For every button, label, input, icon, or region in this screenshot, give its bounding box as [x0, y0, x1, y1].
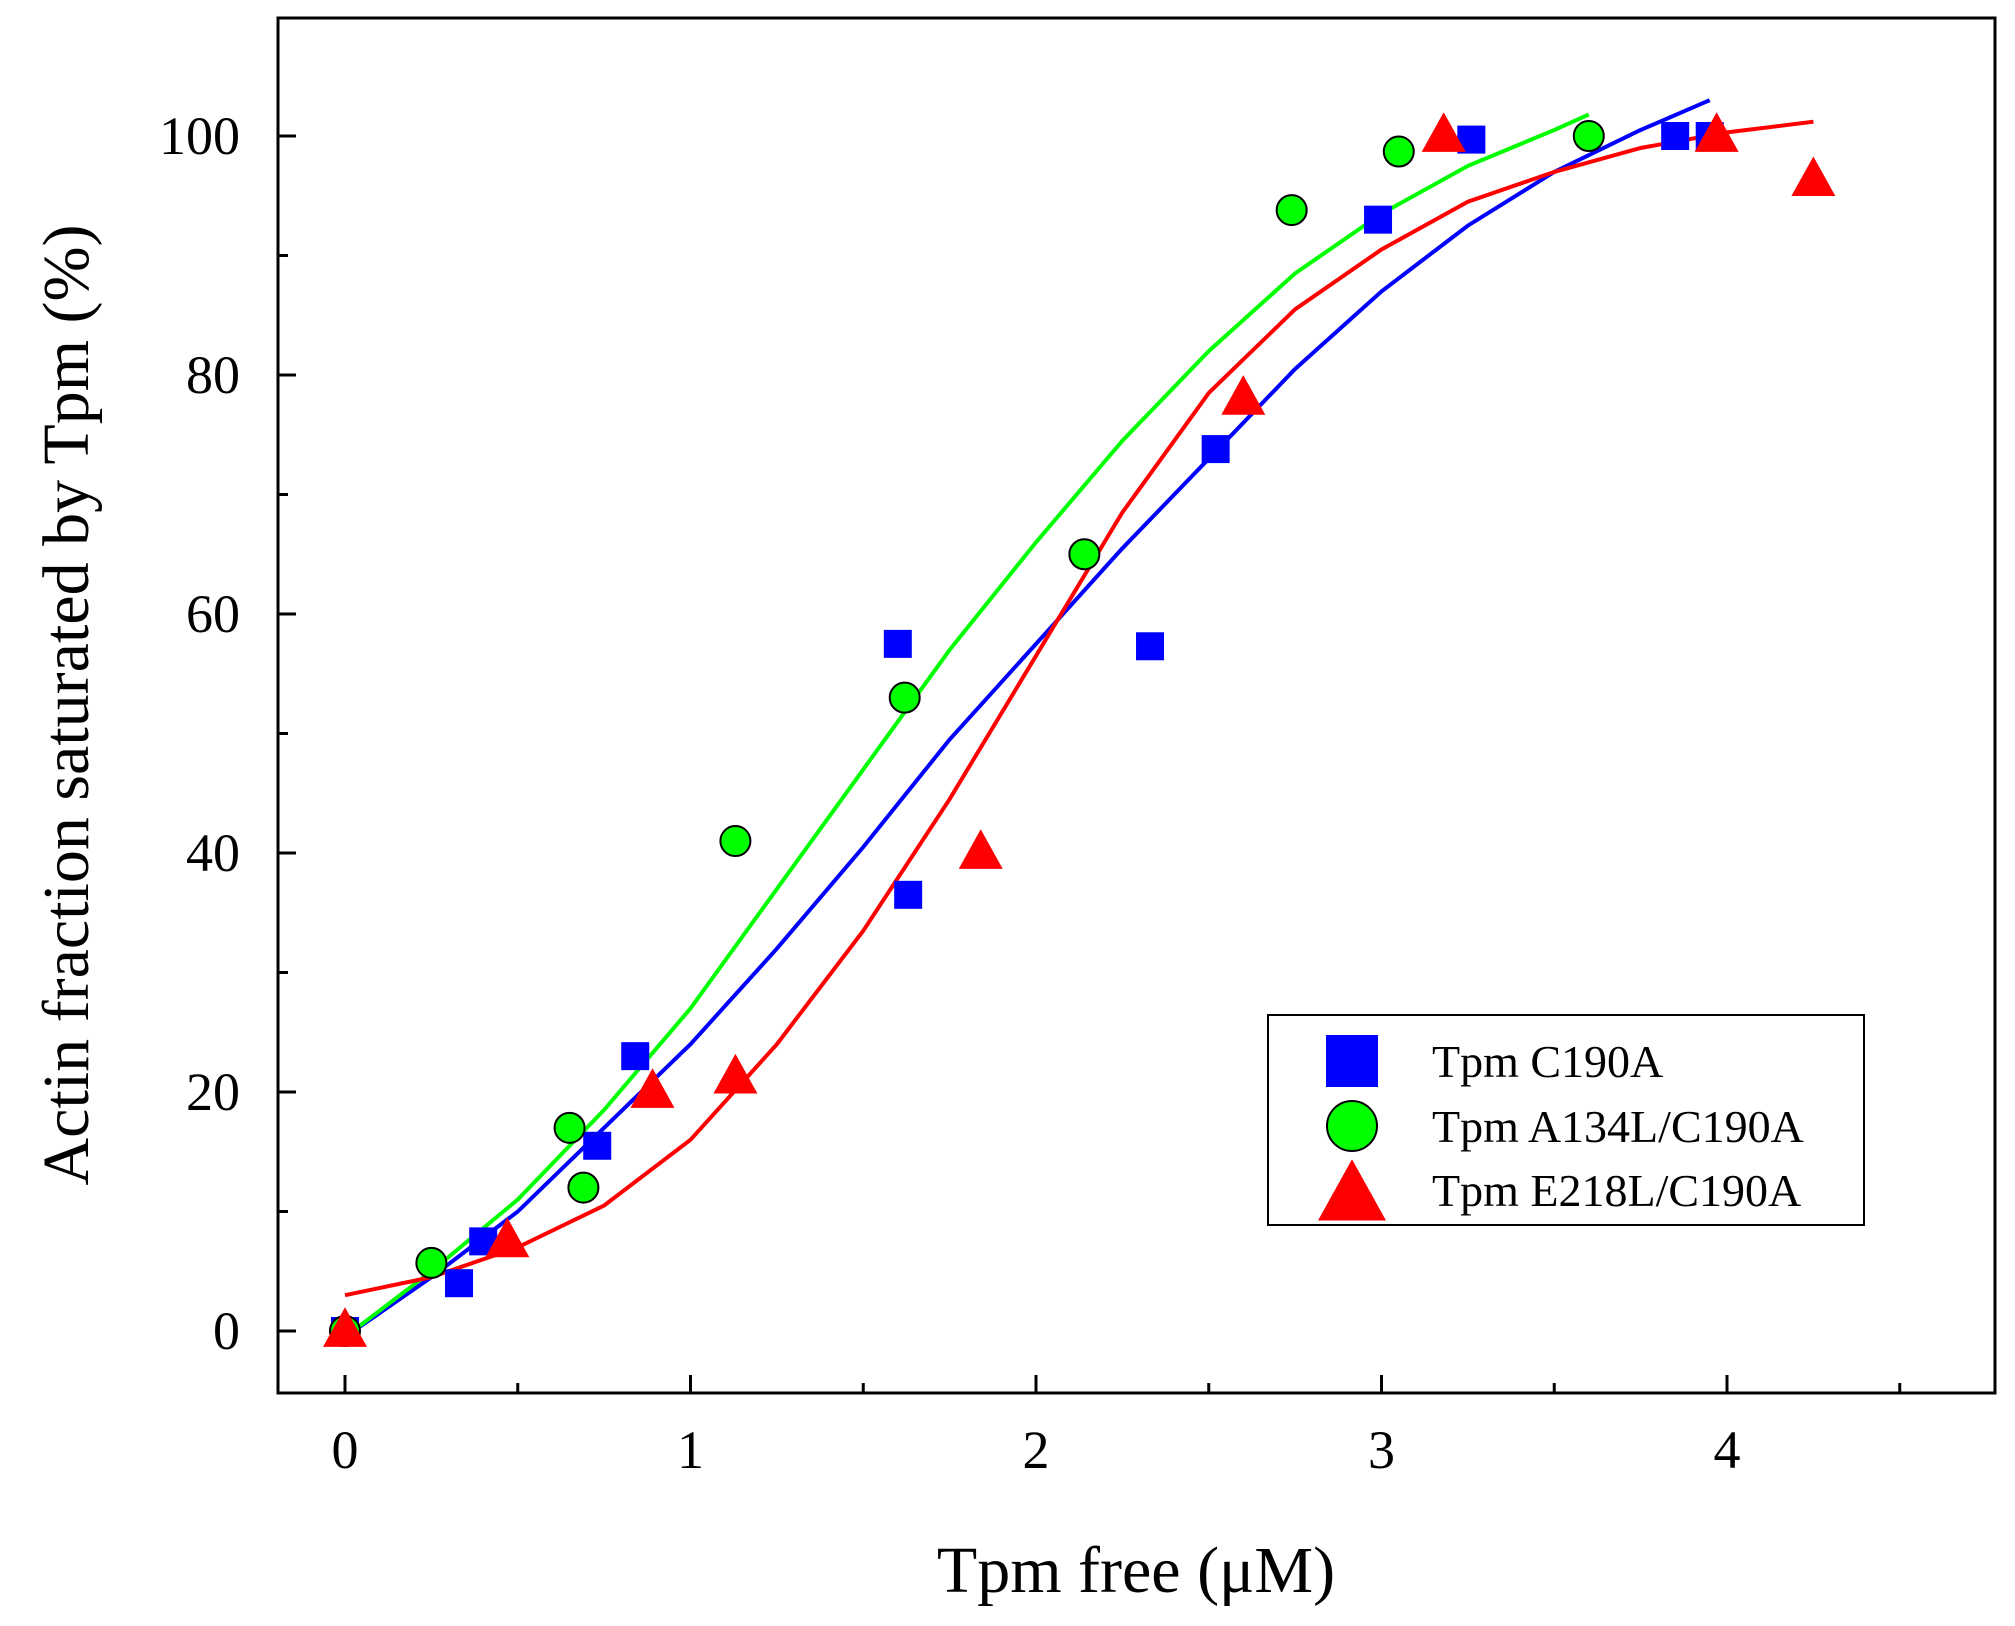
legend-label: Tpm E218L/C190A [1432, 1165, 1801, 1216]
square-marker [1136, 632, 1165, 661]
x-tick-label: 1 [677, 1420, 704, 1480]
y-axis-ticks: 0 20 40 60 80 100 [159, 106, 296, 1361]
triangle-marker [1318, 1159, 1386, 1221]
legend-label: Tpm A134L/C190A [1432, 1101, 1804, 1152]
fit-line [343, 112, 1590, 1339]
square-marker [1364, 205, 1393, 234]
y-tick-label: 80 [186, 345, 240, 405]
square-marker [1326, 1035, 1378, 1087]
square-marker [883, 629, 912, 658]
y-tick-label: 20 [186, 1062, 240, 1122]
circle-marker [719, 825, 752, 858]
fit-line [344, 119, 1814, 1298]
circle-marker [553, 1111, 586, 1144]
square-marker [583, 1131, 612, 1160]
x-axis-ticks: 0 1 2 3 4 [332, 1375, 1902, 1480]
circle-marker [1326, 1100, 1378, 1152]
triangle-marker [630, 1068, 675, 1108]
data-markers [323, 112, 1836, 1347]
triangle-marker [713, 1053, 758, 1094]
circle-marker [1275, 194, 1308, 227]
x-axis-title: Tpm free (μM) [937, 1534, 1335, 1607]
square-marker [894, 880, 923, 909]
fit-line [343, 98, 1711, 1339]
circle-marker [888, 681, 921, 714]
x-tick-label: 0 [332, 1420, 359, 1480]
x-tick-label: 3 [1368, 1420, 1395, 1480]
triangle-marker [1791, 156, 1836, 197]
triangle-marker [958, 829, 1003, 869]
circle-marker [1572, 120, 1605, 152]
plot-frame [276, 16, 1997, 1395]
triangle-marker [1221, 375, 1266, 415]
circle-marker [415, 1246, 448, 1279]
fit-lines [343, 98, 1814, 1339]
triangle-marker [485, 1217, 530, 1258]
circle-marker [567, 1171, 600, 1204]
triangle-marker [323, 1307, 367, 1347]
legend-label: Tpm C190A [1432, 1036, 1663, 1087]
square-marker [1661, 122, 1690, 150]
square-marker [1201, 435, 1230, 464]
circle-marker [1382, 135, 1415, 168]
square-marker [621, 1042, 650, 1071]
y-tick-label: 40 [186, 823, 240, 883]
triangle-marker [1694, 112, 1739, 152]
x-tick-label: 4 [1714, 1420, 1741, 1480]
circle-marker [1068, 538, 1101, 571]
y-tick-label: 100 [159, 106, 240, 166]
x-tick-label: 2 [1023, 1420, 1050, 1480]
square-marker [445, 1269, 474, 1298]
y-tick-label: 0 [213, 1301, 240, 1361]
y-tick-label: 60 [186, 584, 240, 644]
legend: Tpm C190A Tpm A134L/C190A Tpm E218L/C190A [1267, 1014, 1865, 1226]
y-axis-title: Actin fraction saturated by Tpm (%) [30, 225, 103, 1186]
triangle-marker [1421, 112, 1466, 152]
